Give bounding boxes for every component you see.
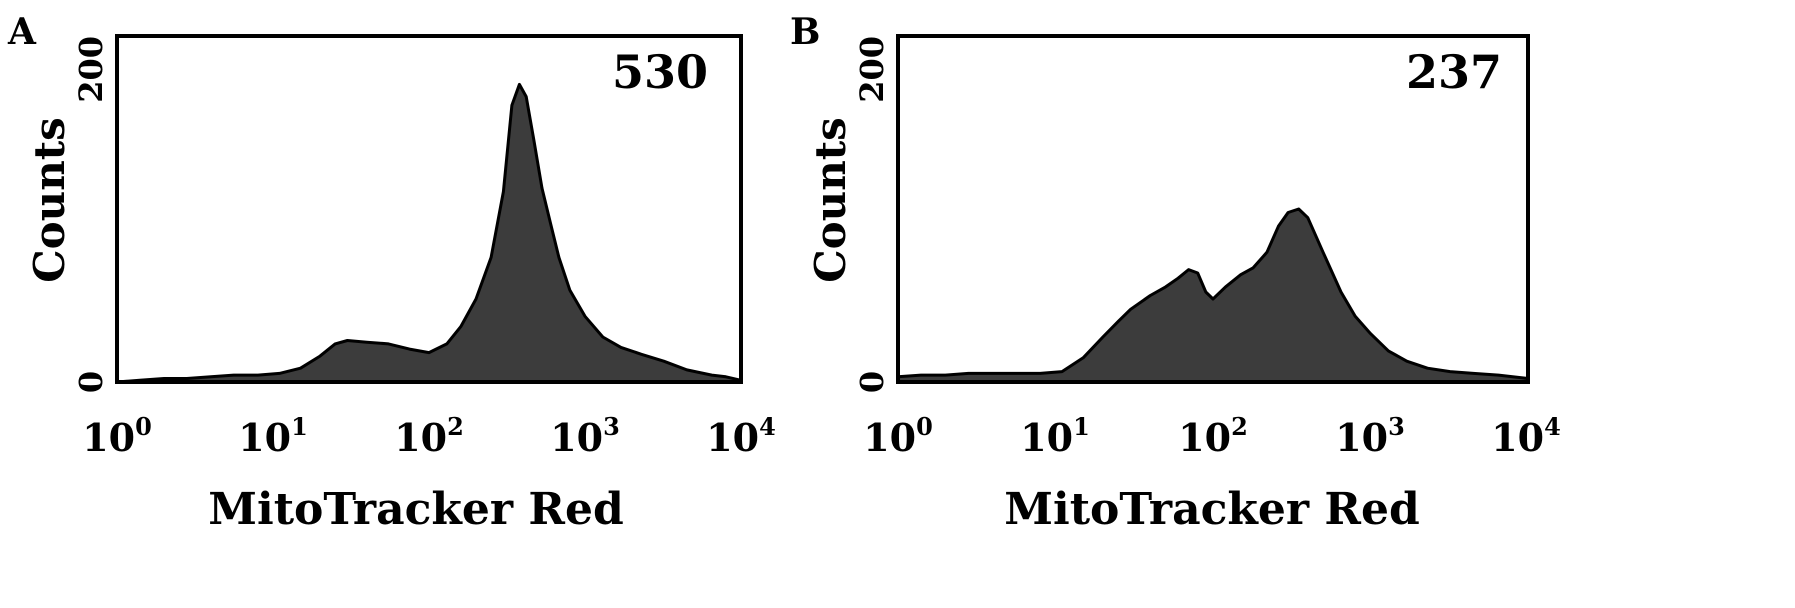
panel-b-xtick-2: 102 xyxy=(1178,412,1248,460)
panel-b-x-ticks: 100 101 102 103 104 xyxy=(863,412,1561,460)
panel-a-xtick-3: 103 xyxy=(550,412,620,460)
panel-b-value-label: 237 xyxy=(1406,45,1502,99)
panel-b-frame xyxy=(896,34,1530,384)
panel-a-value-label: 530 xyxy=(612,45,708,99)
panel-a-label: A xyxy=(7,11,37,53)
panel-a-xtick-2: 102 xyxy=(394,412,464,460)
panel-a: A 530 200 0 Counts 100 101 102 103 104 M… xyxy=(7,11,776,535)
panel-b-ytick-200: 200 xyxy=(853,36,891,103)
histogram-area xyxy=(896,207,1530,384)
panel-a-xlabel: MitoTracker Red xyxy=(208,484,623,535)
panel-a-xtick-1: 101 xyxy=(238,412,308,460)
panel-a-ylabel: Counts xyxy=(25,117,74,283)
panel-a-xtick-0: 100 xyxy=(82,412,152,460)
histogram-area xyxy=(115,82,743,384)
panel-b-label: B xyxy=(790,11,820,53)
panel-b-xlabel: MitoTracker Red xyxy=(1004,484,1419,535)
panel-a-x-ticks: 100 101 102 103 104 xyxy=(82,412,776,460)
panel-a-plot xyxy=(115,82,743,384)
panel-b-xtick-1: 101 xyxy=(1020,412,1090,460)
panel-b-xtick-4: 104 xyxy=(1491,412,1561,460)
panel-b-xtick-3: 103 xyxy=(1335,412,1405,460)
panel-b: B 237 200 0 Counts 100 101 102 103 104 M… xyxy=(790,11,1561,535)
panel-a-xtick-4: 104 xyxy=(706,412,776,460)
panel-b-ylabel: Counts xyxy=(806,117,855,283)
panel-b-xtick-0: 100 xyxy=(863,412,933,460)
panel-a-ytick-0: 0 xyxy=(72,371,110,393)
panel-b-ytick-0: 0 xyxy=(853,371,891,393)
panel-a-frame xyxy=(115,34,743,384)
panel-a-ytick-200: 200 xyxy=(72,36,110,103)
panel-b-plot xyxy=(896,207,1530,384)
